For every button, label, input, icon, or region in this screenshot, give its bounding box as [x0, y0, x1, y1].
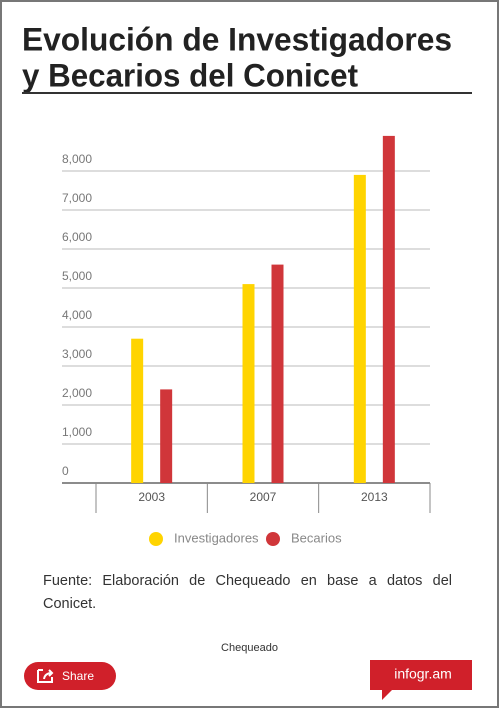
source-note: Fuente: Elaboración de Chequeado en base… [43, 573, 452, 612]
bar [271, 264, 284, 483]
share-label[interactable]: Share [62, 669, 94, 683]
chart-title: y Becarios del Conicet [22, 57, 358, 93]
bar [131, 338, 144, 483]
credit: Chequeado [221, 642, 278, 654]
y-tick-label: 6,000 [62, 230, 92, 244]
brand-label[interactable]: infogr.am [394, 666, 452, 682]
x-tick-label: 2013 [361, 490, 388, 504]
y-tick-label: 8,000 [62, 152, 92, 166]
y-tick-label: 1,000 [62, 425, 92, 439]
x-tick-label: 2007 [250, 490, 277, 504]
y-tick-label: 7,000 [62, 191, 92, 205]
legend-label: Becarios [291, 530, 342, 545]
y-tick-label: 5,000 [62, 269, 92, 283]
bar [353, 174, 366, 483]
x-tick-label: 2003 [138, 490, 165, 504]
share-button[interactable]: Share [24, 662, 116, 690]
share-icon [37, 669, 54, 683]
y-tick-label: 2,000 [62, 386, 92, 400]
brand-tag[interactable]: infogr.am [370, 660, 472, 700]
y-tick-label: 0 [62, 464, 69, 478]
bar [160, 389, 173, 483]
legend-swatch [149, 532, 163, 546]
legend-label: Investigadores [174, 530, 259, 545]
legend-swatch [266, 532, 280, 546]
brand-bg[interactable] [370, 660, 472, 700]
y-tick-label: 3,000 [62, 347, 92, 361]
bar [242, 284, 255, 483]
bar [382, 135, 395, 483]
chart-title: Evolución de Investigadores [22, 21, 452, 57]
y-tick-label: 4,000 [62, 308, 92, 322]
